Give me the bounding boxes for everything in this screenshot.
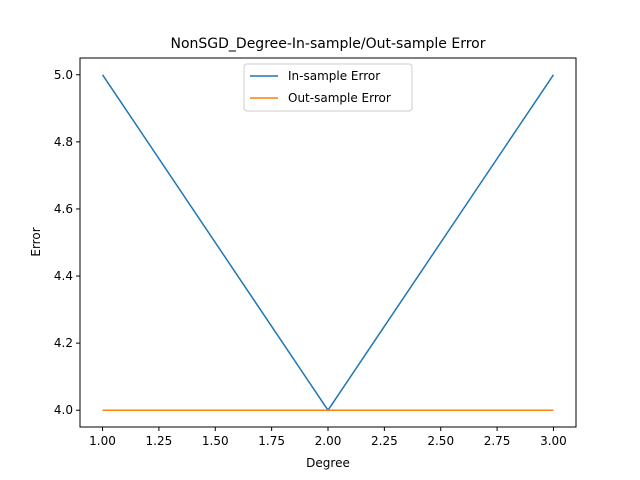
legend: In-sample Error Out-sample Error [243,63,413,112]
x-tick-label: 2.75 [484,434,511,448]
x-tick-label: 1.25 [146,434,173,448]
x-tick-label: 2.00 [315,434,342,448]
y-axis: 4.0 4.2 4.4 4.6 4.8 5.0 [54,68,80,417]
chart-title: NonSGD_Degree-In-sample/Out-sample Error [170,36,485,52]
x-axis-label: Degree [306,456,350,470]
series-line-0 [101,74,555,412]
x-tick-label: 1.00 [89,434,116,448]
x-tick-label: 3.00 [540,434,567,448]
plot-frame [79,57,577,428]
x-tick-label: 2.50 [427,434,454,448]
y-tick-label: 4.2 [54,336,73,350]
x-tick-label: 1.50 [202,434,229,448]
y-axis-label: Error [29,227,43,256]
y-tick-label: 4.4 [54,269,73,283]
y-tick-label: 4.8 [54,135,73,149]
x-tick-label: 2.25 [371,434,398,448]
legend-label-1: Out-sample Error [288,91,391,105]
plot-area [101,74,555,412]
x-axis: 1.00 1.25 1.50 1.75 2.00 2.25 2.50 2.75 3.00 [89,427,567,448]
y-tick-label: 5.0 [54,68,73,82]
legend-box [243,63,413,112]
x-tick-label: 1.75 [258,434,285,448]
y-tick-label: 4.0 [54,403,73,417]
y-tick-label: 4.6 [54,202,73,216]
legend-label-0: In-sample Error [288,69,380,83]
